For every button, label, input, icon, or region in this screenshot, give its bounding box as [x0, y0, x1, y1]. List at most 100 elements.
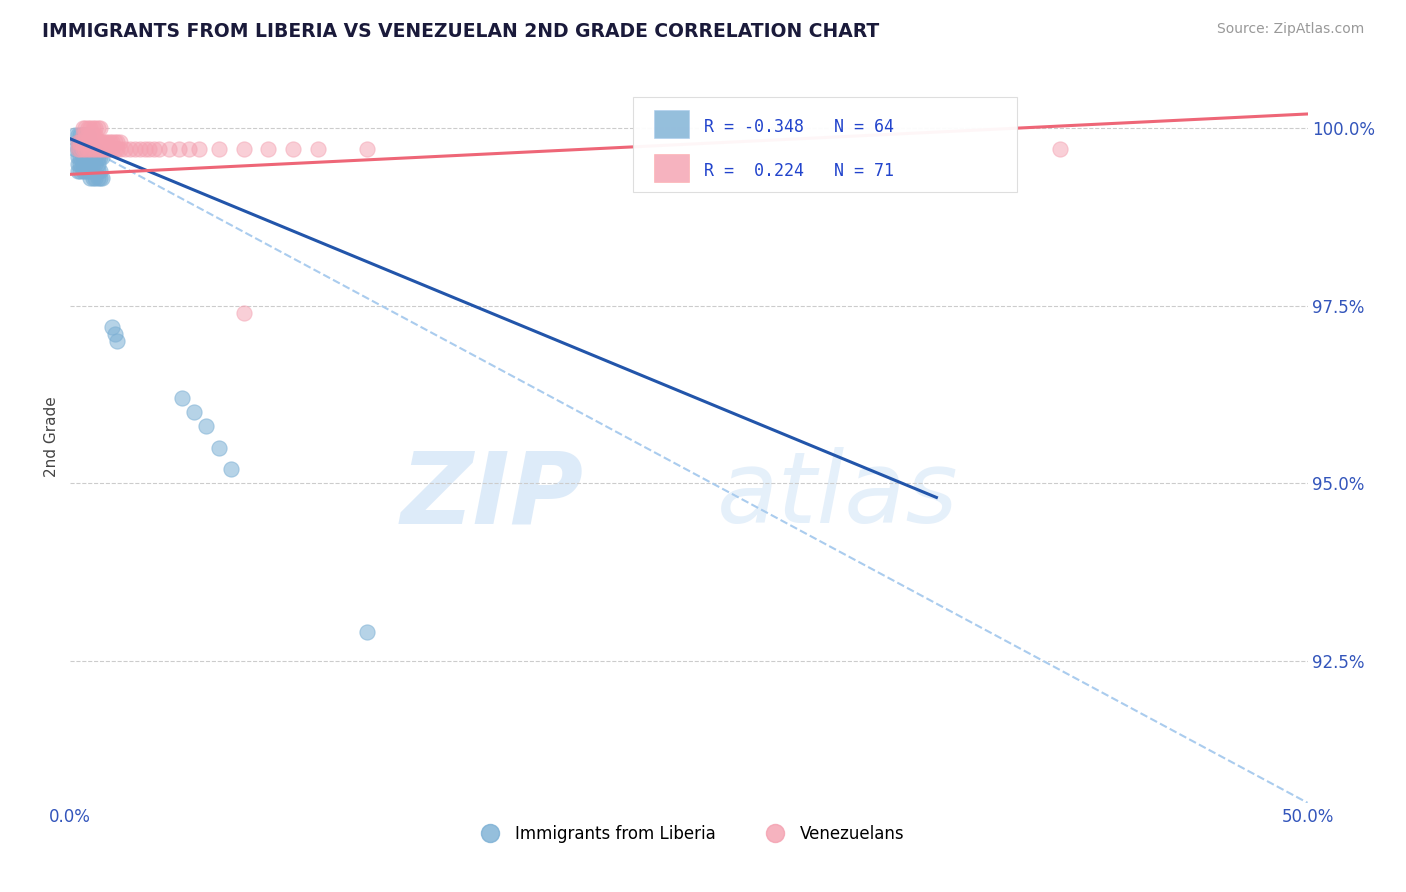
Point	[91, 136, 114, 150]
Point	[114, 143, 136, 157]
Point	[98, 136, 121, 150]
Point	[356, 625, 378, 640]
Point	[82, 143, 104, 157]
Point	[66, 136, 89, 150]
Text: R =  0.224   N = 71: R = 0.224 N = 71	[704, 161, 894, 180]
Point	[183, 405, 205, 419]
Point	[104, 327, 127, 342]
Point	[76, 128, 98, 143]
Point	[69, 136, 91, 150]
Point	[69, 136, 91, 150]
Point	[307, 143, 329, 157]
Point	[257, 143, 280, 157]
Point	[66, 143, 89, 157]
Point	[79, 170, 101, 185]
Point	[94, 136, 117, 150]
Point	[128, 143, 150, 157]
Point	[188, 143, 211, 157]
Point	[89, 170, 111, 185]
Point	[84, 143, 107, 157]
Point	[75, 121, 97, 136]
Point	[75, 136, 97, 150]
Point	[105, 143, 128, 157]
Point	[82, 128, 104, 143]
Point	[84, 156, 107, 170]
Point	[66, 163, 89, 178]
Point	[89, 143, 111, 157]
FancyBboxPatch shape	[633, 97, 1017, 192]
Point	[82, 150, 104, 164]
Point	[79, 121, 101, 136]
Point	[86, 121, 108, 136]
Point	[167, 143, 190, 157]
Point	[105, 334, 128, 349]
Point	[82, 136, 104, 150]
Point	[134, 143, 156, 157]
Point	[69, 150, 91, 164]
Point	[219, 462, 242, 476]
Point	[157, 143, 180, 157]
Point	[76, 136, 98, 150]
Point	[65, 128, 87, 143]
Point	[208, 143, 231, 157]
Text: atlas: atlas	[717, 447, 959, 544]
Point	[118, 143, 141, 157]
Point	[79, 143, 101, 157]
Point	[75, 136, 97, 150]
Point	[104, 143, 127, 157]
Point	[75, 156, 97, 170]
Point	[91, 150, 114, 164]
Point	[69, 163, 91, 178]
Point	[76, 163, 98, 178]
Point	[89, 136, 111, 150]
Point	[143, 143, 166, 157]
Point	[86, 156, 108, 170]
Point	[84, 136, 107, 150]
Point	[72, 128, 94, 143]
Point	[72, 121, 94, 136]
Point	[82, 121, 104, 136]
Point	[82, 156, 104, 170]
Point	[72, 143, 94, 157]
Point	[76, 150, 98, 164]
Point	[72, 150, 94, 164]
Point	[66, 143, 89, 157]
Point	[76, 156, 98, 170]
Point	[69, 143, 91, 157]
Point	[75, 143, 97, 157]
Point	[108, 143, 131, 157]
Text: IMMIGRANTS FROM LIBERIA VS VENEZUELAN 2ND GRADE CORRELATION CHART: IMMIGRANTS FROM LIBERIA VS VENEZUELAN 2N…	[42, 22, 879, 41]
Point	[79, 150, 101, 164]
Point	[89, 150, 111, 164]
Point	[69, 143, 91, 157]
Point	[84, 170, 107, 185]
Point	[72, 128, 94, 143]
Point	[101, 136, 124, 150]
Point	[281, 143, 304, 157]
Point	[86, 143, 108, 157]
Point	[66, 136, 89, 150]
Point	[86, 163, 108, 178]
Point	[84, 121, 107, 136]
Text: ZIP: ZIP	[401, 447, 583, 544]
Point	[65, 143, 87, 157]
Point	[76, 121, 98, 136]
Point	[98, 143, 121, 157]
Bar	[654, 110, 689, 138]
Point	[84, 150, 107, 164]
Point	[75, 150, 97, 164]
Point	[72, 136, 94, 150]
Point	[91, 170, 114, 185]
Point	[86, 150, 108, 164]
Point	[66, 150, 89, 164]
Point	[75, 128, 97, 143]
Point	[195, 419, 218, 434]
Point	[232, 306, 254, 320]
Point	[72, 136, 94, 150]
Point	[101, 143, 124, 157]
Point	[138, 143, 160, 157]
Point	[76, 143, 98, 157]
Point	[105, 136, 128, 150]
Point	[94, 143, 117, 157]
Point	[124, 143, 146, 157]
